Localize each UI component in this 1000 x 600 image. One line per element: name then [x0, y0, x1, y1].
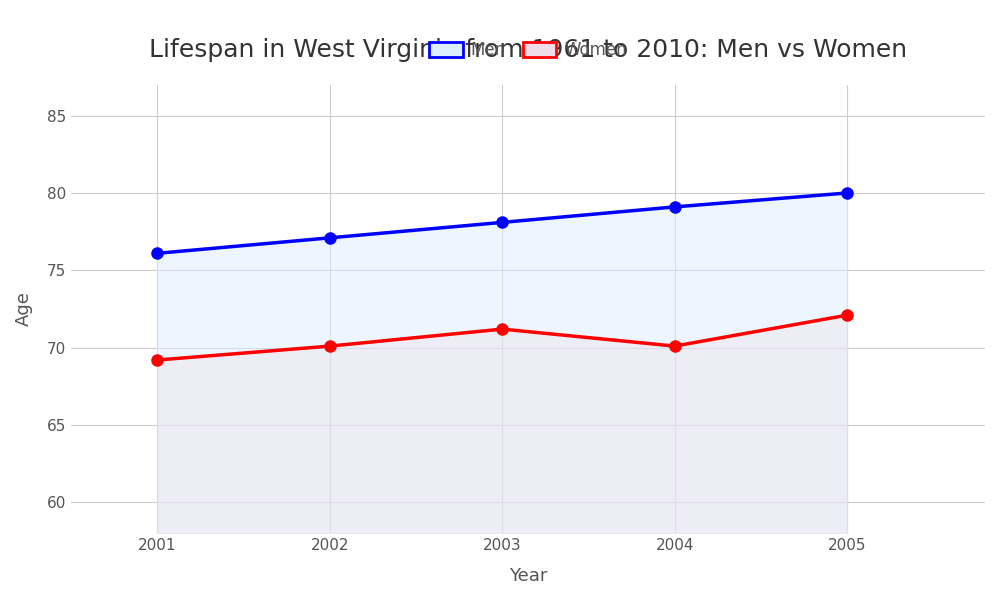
Men [496, 219, 508, 226]
Title: Lifespan in West Virginia from 1961 to 2010: Men vs Women: Lifespan in West Virginia from 1961 to 2… [149, 38, 907, 62]
Men [324, 234, 336, 241]
Women [496, 325, 508, 332]
X-axis label: Year: Year [509, 567, 547, 585]
Men [841, 190, 853, 197]
Women [151, 356, 163, 364]
Women [669, 343, 681, 350]
Women [841, 311, 853, 319]
Men [669, 203, 681, 211]
Women [324, 343, 336, 350]
Legend: Men, Women: Men, Women [423, 35, 634, 66]
Line: Men: Men [152, 187, 853, 259]
Line: Women: Women [152, 310, 853, 365]
Men [151, 250, 163, 257]
Y-axis label: Age: Age [15, 292, 33, 326]
